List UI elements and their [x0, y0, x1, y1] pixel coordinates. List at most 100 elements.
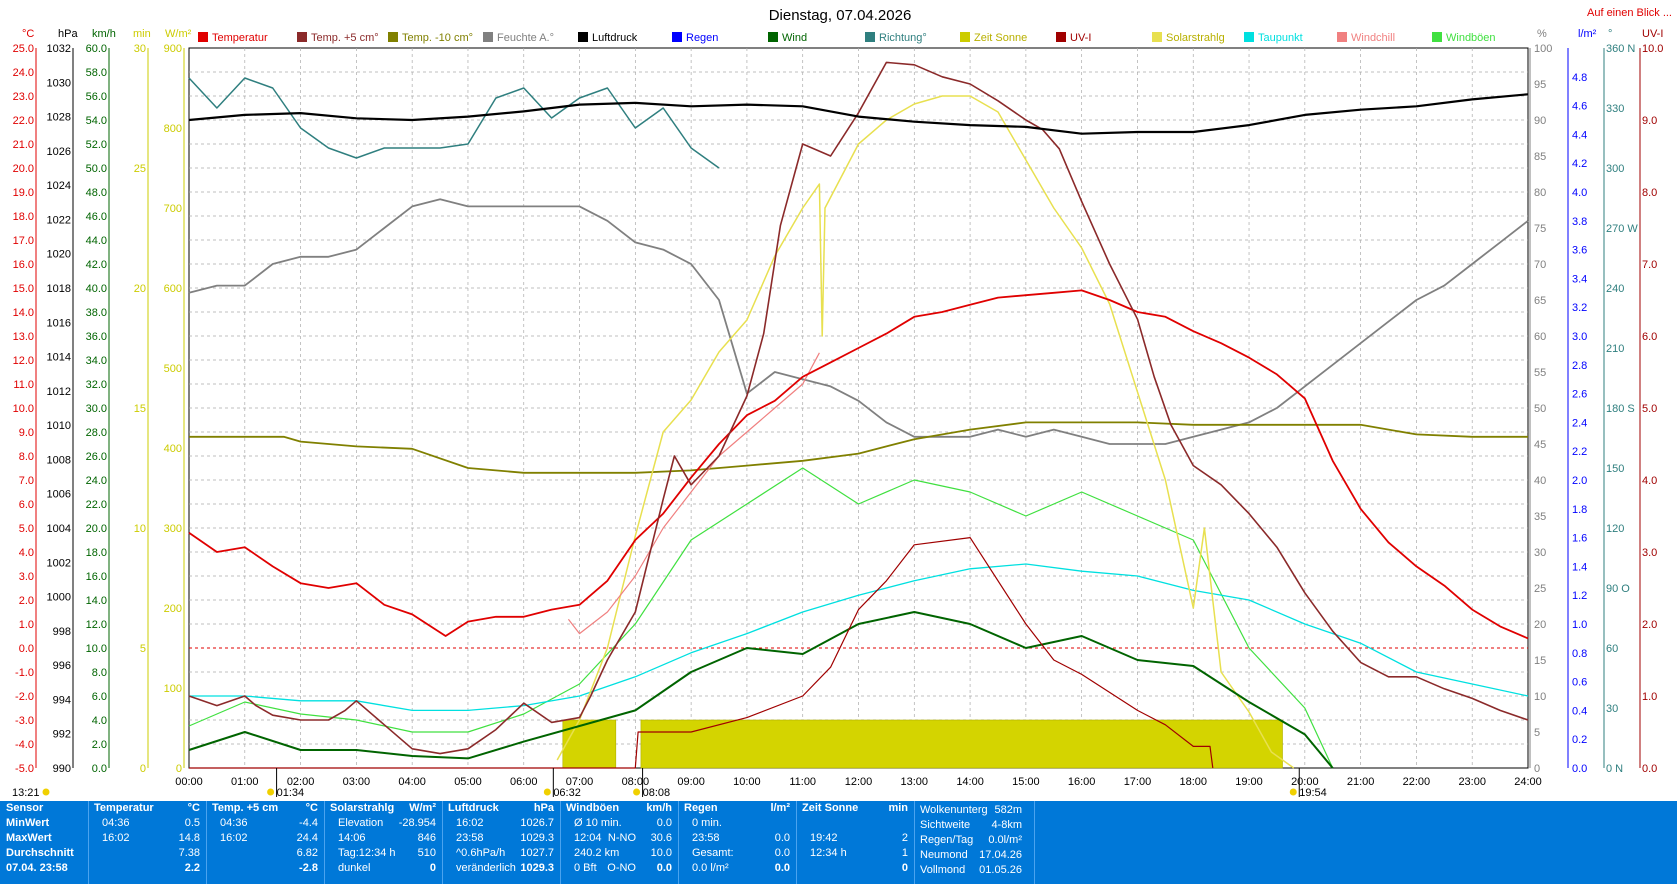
time-markers: 13:21 01:34 06:32 08:08 19:54 [12, 768, 1327, 799]
tick-label-uvi: 10.0 [1642, 43, 1663, 55]
stat-text: 04:36 [220, 817, 248, 829]
stat-text: Regen [684, 802, 718, 814]
tick-label-lm2: 4.0 [1572, 187, 1587, 199]
x-tick-label: 07:00 [566, 776, 594, 788]
stat-text: Vollmond [920, 864, 966, 876]
sunset-icon [1289, 788, 1297, 796]
tick-label-wm2: 900 [164, 43, 182, 55]
x-tick-label: 16:00 [1068, 776, 1096, 788]
tick-label-lm2: 0.4 [1572, 705, 1587, 717]
tick-label-lm2: 1.2 [1572, 590, 1587, 602]
stat-text: 0.0 [656, 817, 672, 829]
stat-text: l/m² [770, 802, 790, 814]
legend-swatch [1337, 32, 1347, 42]
x-tick-label: 05:00 [454, 776, 482, 788]
stat-text: 846 [417, 832, 436, 844]
tick-label-pct: 35 [1534, 511, 1546, 523]
stat-text: dunkel [338, 862, 371, 874]
weather-chart: 25.0 24.0 23.0 22.0 21.0 20.0 19.0 18.0 17.0 16.0… [12, 7, 1672, 799]
legend-label: Richtung° [879, 32, 927, 44]
series-line-luftdruck [188, 93, 1529, 135]
legend-label: Luftdruck [592, 32, 638, 44]
legend-swatch [578, 32, 588, 42]
tick-label-pct: 95 [1534, 79, 1546, 91]
tick-label-uvi: 1.0 [1642, 691, 1657, 703]
stat-text: N-NO [607, 832, 636, 844]
tick-label-hpa: 992 [53, 729, 71, 741]
axis-unit-header: UV-I [1642, 28, 1663, 40]
moonset-label: 01:34 [277, 787, 305, 799]
stat-text: Wolkenunterg [920, 804, 988, 816]
axis-unit-header: ° [1608, 28, 1612, 40]
stat-text: 14.8 [178, 832, 200, 844]
tick-label-lm2: 2.4 [1572, 417, 1587, 429]
tick-label-kmh: 52.0 [86, 139, 107, 151]
tick-label-lm2: 0.8 [1572, 648, 1587, 660]
x-tick-label: 01:00 [231, 776, 259, 788]
grid [188, 47, 1529, 769]
tick-label-uvi: 9.0 [1642, 115, 1657, 127]
tick-label-pct: 70 [1534, 259, 1546, 271]
stat-text: Neumond [920, 849, 968, 861]
tick-label-uvi: 7.0 [1642, 259, 1657, 271]
stat-text: Sensor [6, 802, 44, 814]
tick-label-kmh: 12.0 [86, 619, 107, 631]
stat-text: MaxWert [6, 832, 52, 844]
tick-label-temp: 15.0 [13, 283, 34, 295]
tick-label-min: 30 [134, 43, 146, 55]
tick-label-hpa: 1022 [47, 214, 71, 226]
legend-swatch [960, 32, 970, 42]
stat-text: Zeit Sonne [802, 802, 859, 814]
tick-label-wm2: 0 [176, 763, 182, 775]
legend-swatch [388, 32, 398, 42]
stat-text: 2 [901, 832, 908, 844]
x-tick-label: 02:00 [287, 776, 315, 788]
x-tick-label: 10:00 [733, 776, 761, 788]
stat-text: 23:58 [692, 832, 720, 844]
overview-link[interactable]: Auf einen Blick ... [1587, 7, 1672, 19]
tick-label-lm2: 4.4 [1572, 129, 1587, 141]
tick-label-temp: 3.0 [19, 571, 34, 583]
tick-label-pct: 25 [1534, 583, 1546, 595]
tick-label-hpa: 1008 [47, 454, 71, 466]
stat-text: 0 [429, 862, 436, 874]
tick-label-lm2: 1.4 [1572, 561, 1587, 573]
tick-label-min: 20 [134, 283, 146, 295]
axis-unit-header: km/h [92, 28, 116, 40]
legend-label: Temperatur [212, 32, 268, 44]
stat-text: 0.0 l/m² [692, 862, 729, 874]
tick-label-kmh: 14.0 [86, 595, 107, 607]
stat-text: MinWert [6, 817, 50, 829]
series-line-taupunkt [189, 563, 1529, 712]
x-tick-label: 22:00 [1403, 776, 1431, 788]
tick-label-uvi: 4.0 [1642, 475, 1657, 487]
stat-text: Windböen [566, 802, 620, 814]
legend-swatch [865, 32, 875, 42]
legend-label: Feuchte A.° [497, 32, 554, 44]
tick-label-temp: 0.0 [19, 643, 34, 655]
tick-label-pct: 100 [1534, 43, 1552, 55]
stat-text: veränderlich [456, 862, 516, 874]
tick-label-temp: 21.0 [13, 139, 34, 151]
stat-text: 01.05.26 [979, 864, 1022, 876]
series-line-feuchte-a [188, 198, 1529, 445]
tick-label-hpa: 994 [53, 694, 71, 706]
tick-label-uvi: 2.0 [1642, 619, 1657, 631]
tick-label-pct: 60 [1534, 331, 1546, 343]
tick-label-hpa: 1012 [47, 386, 71, 398]
stat-text: 30.6 [650, 832, 672, 844]
tick-label-hpa: 1024 [47, 180, 71, 192]
stat-text: 1026.7 [520, 817, 554, 829]
stat-text: 0.0l/m² [988, 834, 1022, 846]
tick-label-kmh: 48.0 [86, 187, 107, 199]
tick-label-temp: 22.0 [13, 115, 34, 127]
series-line-solarstrahlg [556, 95, 1295, 769]
x-tick-label: 20:00 [1291, 776, 1319, 788]
stat-text: 0 [901, 862, 908, 874]
tick-label-kmh: 18.0 [86, 547, 107, 559]
tick-label-deg: 0 N [1606, 763, 1623, 775]
tick-label-temp: 10.0 [13, 403, 34, 415]
tick-label-deg: 180 S [1606, 403, 1635, 415]
stat-text: hPa [533, 802, 554, 814]
axis-unit-header: l/m² [1578, 28, 1597, 40]
